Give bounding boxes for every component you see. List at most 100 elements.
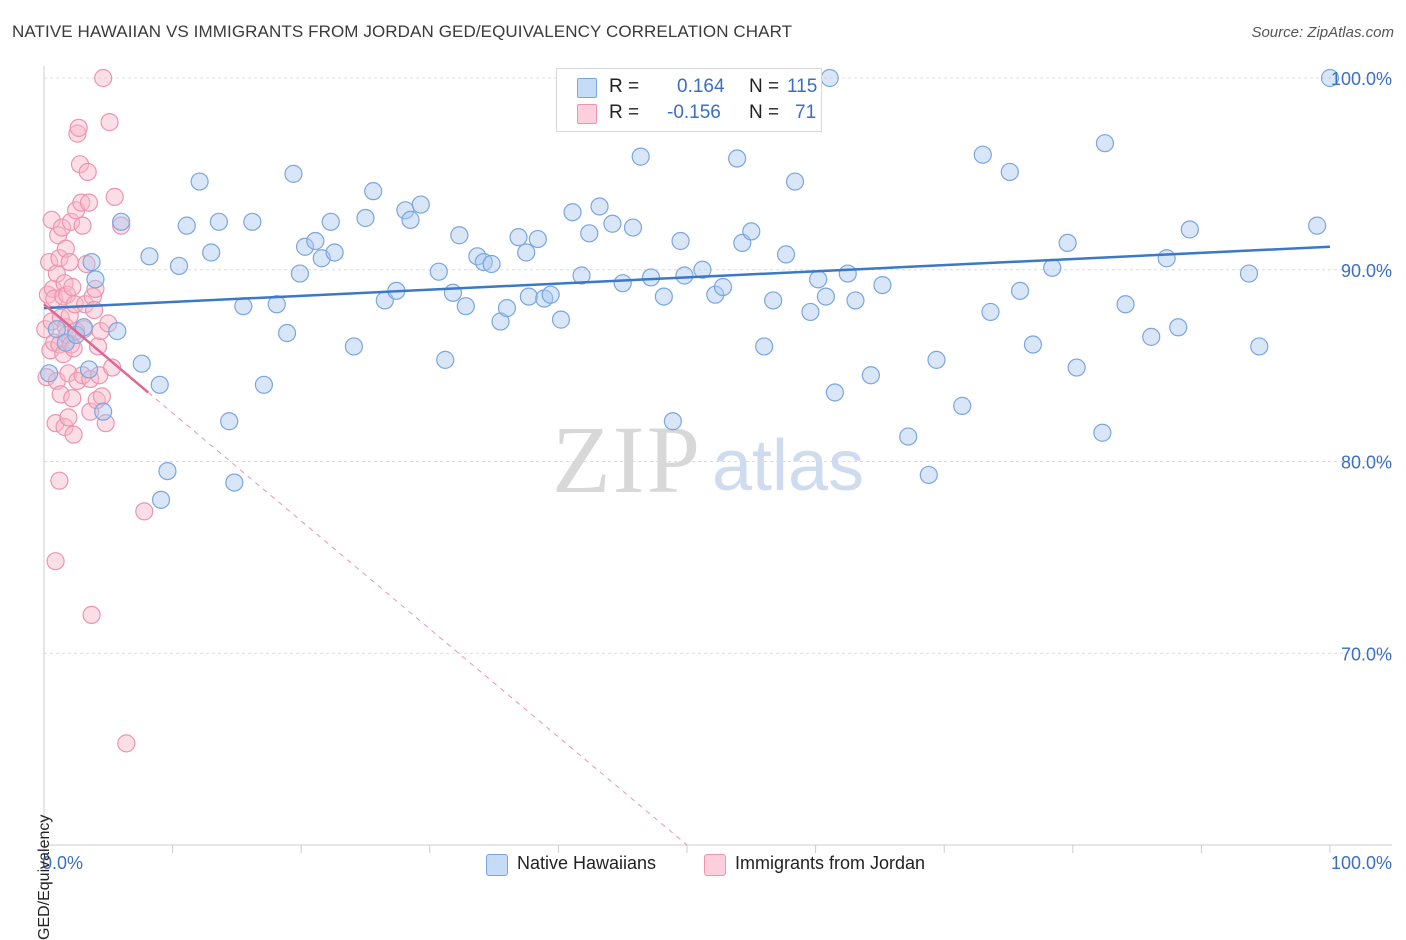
y-tick-label: 100.0%: [1331, 69, 1392, 89]
data-point-native-hawaiian: [613, 274, 632, 293]
data-point-native-hawaiian: [411, 195, 430, 214]
data-point-native-hawaiian: [47, 320, 66, 339]
data-point-native-hawaiian: [290, 264, 310, 283]
data-point-native-hawaiian: [82, 252, 101, 272]
data-point-native-hawaiian: [541, 285, 560, 304]
data-point-native-hawaiian: [519, 287, 538, 306]
data-point-native-hawaiian: [1157, 249, 1176, 268]
bottom-legend-swatch-pink: [704, 854, 726, 876]
data-point-jordan: [65, 295, 84, 314]
gridlines: [44, 77, 1392, 654]
data-point-jordan: [117, 734, 136, 753]
y-tick-label: 80.0%: [1341, 453, 1392, 473]
data-point-native-hawaiian: [202, 243, 221, 262]
data-point-jordan: [105, 187, 124, 206]
data-point-jordan: [54, 345, 73, 364]
data-point-native-hawaiian: [209, 212, 228, 231]
data-point-native-hawaiian: [1095, 134, 1115, 153]
data-point-native-hawaiian: [254, 375, 274, 394]
trend-lines: [43, 245, 1331, 846]
y-axis-label: GED/Equivalency: [36, 814, 53, 940]
data-point-native-hawaiian: [1320, 68, 1340, 88]
data-point-jordan: [69, 118, 88, 137]
data-point-jordan: [56, 318, 75, 337]
data-point-native-hawaiian: [728, 149, 747, 168]
data-point-native-hawaiian: [86, 270, 105, 289]
trend-line-jordan-extension: [147, 392, 688, 846]
data-point-native-hawaiian: [551, 310, 571, 329]
data-point-native-hawaiian: [284, 164, 303, 183]
data-point-native-hawaiian: [1000, 162, 1019, 182]
data-point-native-hawaiian: [776, 245, 796, 264]
data-point-native-hawaiian: [1308, 216, 1327, 235]
data-point-native-hawaiian: [563, 203, 582, 222]
data-point-native-hawaiian: [94, 402, 113, 421]
data-point-jordan: [88, 337, 108, 356]
data-point-native-hawaiian: [401, 210, 420, 229]
data-point-native-hawaiian: [321, 212, 340, 231]
tick-labels: 100.0% 90.0% 80.0% 70.0% 0.0% 100.0%: [42, 69, 1392, 873]
data-point-native-hawaiian: [927, 350, 946, 369]
data-point-native-hawaiian: [846, 291, 865, 310]
data-point-native-hawaiian: [675, 266, 694, 285]
data-point-native-hawaiian: [295, 237, 315, 256]
data-point-jordan: [60, 252, 79, 272]
data-point-native-hawaiian: [234, 297, 253, 316]
data-point-native-hawaiian: [67, 325, 86, 345]
legend-n-label: N =: [749, 102, 780, 123]
data-point-native-hawaiian: [1250, 337, 1269, 356]
data-point-native-hawaiian: [40, 364, 59, 383]
data-point-native-hawaiian: [436, 350, 455, 369]
data-point-native-hawaiian: [344, 337, 364, 356]
data-point-jordan: [50, 249, 69, 268]
data-point-jordan: [64, 425, 83, 444]
data-point-native-hawaiian: [603, 214, 622, 233]
data-point-native-hawaiian: [755, 337, 774, 356]
data-point-jordan: [96, 414, 115, 433]
legend-r-label: R =: [609, 76, 640, 97]
y-tick-label: 70.0%: [1341, 644, 1392, 664]
legend-swatch-blue: [577, 78, 597, 98]
data-point-jordan: [70, 155, 90, 174]
data-point-native-hawaiian: [861, 366, 880, 385]
data-point-native-hawaiian: [919, 465, 938, 485]
data-point-native-hawaiian: [873, 275, 892, 295]
legend-swatch-pink: [577, 104, 597, 124]
data-point-native-hawaiian: [706, 285, 725, 304]
data-point-native-hawaiian: [801, 302, 820, 322]
legend-n-value: 71: [795, 102, 817, 123]
data-point-jordan: [85, 300, 104, 320]
data-point-native-hawaiian: [713, 277, 733, 297]
data-point-jordan: [82, 605, 101, 625]
data-point-native-hawaiian: [899, 427, 918, 446]
data-point-native-hawaiian: [1093, 423, 1112, 442]
data-point-native-hawaiian: [108, 322, 127, 341]
data-point-native-hawaiian: [1180, 220, 1199, 239]
data-point-native-hawaiian: [509, 228, 528, 247]
legend-n-value: 115: [787, 76, 818, 97]
data-point-jordan: [56, 239, 75, 258]
data-point-native-hawaiian: [953, 396, 972, 415]
data-point-jordan: [50, 471, 69, 490]
data-point-jordan: [51, 385, 70, 404]
data-point-jordan: [61, 212, 81, 231]
bottom-legend-label: Immigrants from Jordan: [735, 853, 926, 873]
scatter-plot: ZIP atlas 100.0%90.0%80.0%70.0%0.0% 100.0…: [36, 66, 1392, 873]
data-point-native-hawaiian: [764, 291, 783, 310]
data-point-native-hawaiian: [663, 412, 682, 431]
data-point-native-hawaiian: [1023, 335, 1043, 354]
data-point-native-hawaiian: [816, 287, 835, 306]
data-point-jordan: [100, 113, 119, 132]
data-point-native-hawaiian: [364, 182, 383, 201]
data-point-native-hawaiian: [225, 473, 244, 492]
correlation-legend: R = 0.164 N = 115 R = -0.156 N = 71: [556, 68, 822, 132]
data-point-native-hawaiian: [528, 229, 547, 249]
data-point-jordan: [63, 277, 82, 297]
data-point-native-hawaiian: [140, 247, 159, 266]
data-point-native-hawaiian: [151, 490, 171, 509]
chart-source: Source: ZipAtlas.com: [1251, 24, 1394, 41]
axes: [43, 66, 1392, 853]
trend-line-native-hawaiians: [43, 245, 1331, 310]
data-point-jordan: [79, 193, 99, 212]
watermark-atlas: atlas: [712, 426, 864, 506]
